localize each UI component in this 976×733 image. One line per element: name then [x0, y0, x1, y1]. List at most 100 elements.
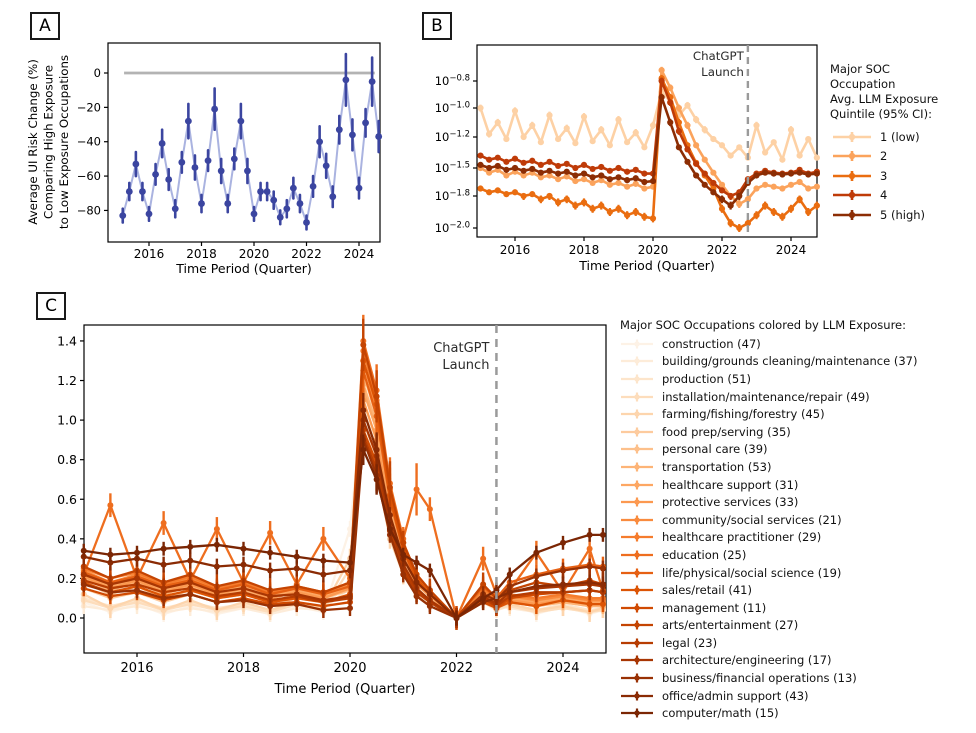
errorbar-marker-icon [833, 131, 871, 142]
legend-item-occupation: computer/math (15) [620, 704, 972, 722]
panel-c-legend-title: Major SOC Occupations colored by LLM Exp… [620, 318, 906, 332]
legend-item-occupation: farming/fishing/forestry (45) [620, 405, 972, 423]
panel-a-chart: 0 −20 −40 −60 −80 2016 2018 2020 2022 2024 Time Pe… [26, 42, 383, 276]
errorbar-marker-icon [621, 532, 653, 542]
errorbar-marker-icon [621, 708, 653, 718]
legend-item-occupation: sales/retail (41) [620, 581, 972, 599]
svg-text:10−1.5: 10−1.5 [435, 161, 470, 176]
legend-item-label: architecture/engineering (17) [662, 653, 832, 668]
legend-item-label: production (51) [662, 371, 752, 386]
legend-item-occupation: healthcare practitioner (29) [620, 529, 972, 547]
legend-item-label: arts/entertainment (27) [662, 618, 799, 633]
legend-item-occupation: production (51) [620, 370, 972, 388]
svg-text:10−1.8: 10−1.8 [435, 189, 470, 204]
errorbar-marker-icon [621, 655, 653, 665]
panel-b-legend-title-line: Major SOC [830, 62, 890, 76]
legend-item-occupation: office/admin support (43) [620, 687, 972, 705]
legend-item-occupation: installation/maintenance/repair (49) [620, 388, 972, 406]
legend-item-occupation: life/physical/social science (19) [620, 564, 972, 582]
errorbar-marker-icon [621, 568, 653, 578]
errorbar-marker-icon [621, 392, 653, 402]
legend-item-label: community/social services (21) [662, 512, 842, 527]
svg-text:1.0: 1.0 [57, 413, 77, 428]
svg-text:2018: 2018 [569, 243, 600, 257]
errorbar-marker-icon [621, 638, 653, 648]
legend-item-label: legal (23) [662, 635, 718, 650]
svg-text:2024: 2024 [546, 661, 579, 676]
errorbar-marker-icon [621, 585, 653, 595]
legend-item-occupation: protective services (33) [620, 493, 972, 511]
legend-item-label: 1 (low) [880, 129, 920, 144]
svg-text:ChatGPT: ChatGPT [433, 341, 489, 356]
errorbar-marker-icon [621, 603, 653, 613]
legend-item-label: healthcare support (31) [662, 477, 799, 492]
legend-item-quintile: 5 (high) [830, 205, 976, 225]
svg-text:Launch: Launch [442, 358, 489, 373]
errorbar-marker-icon [621, 462, 653, 472]
legend-item-label: food prep/serving (35) [662, 424, 791, 439]
errorbar-marker-icon [621, 673, 653, 683]
errorbar-marker-icon [621, 356, 653, 366]
legend-item-label: 2 [880, 149, 888, 164]
errorbar-marker-icon [621, 427, 653, 437]
svg-text:Time Period (Quarter): Time Period (Quarter) [578, 258, 715, 273]
svg-text:2018: 2018 [227, 661, 260, 676]
errorbar-marker-icon [621, 374, 653, 384]
legend-item-label: protective services (33) [662, 495, 799, 510]
errorbar-marker-icon [621, 497, 653, 507]
errorbar-marker-icon [621, 444, 653, 454]
panel-b-label: B [422, 12, 452, 40]
panel-b-legend: Major SOC Occupation Avg. LLM Exposure Quin… [830, 62, 976, 225]
errorbar-marker-icon [833, 170, 871, 181]
panel-c-chart: 0.0 0.2 0.4 0.6 0.8 1.0 1.2 1.4 2016 2018 2020 2022… [57, 314, 607, 697]
svg-text:2016: 2016 [500, 243, 531, 257]
svg-text:2018: 2018 [186, 247, 217, 261]
errorbar-marker-icon [621, 515, 653, 525]
svg-text:10−1.2: 10−1.2 [435, 130, 470, 145]
legend-item-occupation: construction (47) [620, 335, 972, 353]
errorbar-marker-icon [833, 209, 871, 220]
errorbar-marker-icon [621, 620, 653, 630]
legend-item-quintile: 4 [830, 186, 976, 206]
errorbar-marker-icon [833, 190, 871, 201]
svg-text:1.4: 1.4 [57, 333, 77, 348]
svg-text:2020: 2020 [638, 243, 669, 257]
svg-text:Launch: Launch [701, 65, 744, 79]
svg-text:0.8: 0.8 [57, 452, 77, 467]
legend-item-quintile: 3 [830, 166, 976, 186]
errorbar-marker-icon [621, 480, 653, 490]
legend-item-occupation: food prep/serving (35) [620, 423, 972, 441]
panel-b-legend-title-line: Occupation [830, 77, 896, 91]
svg-text:2020: 2020 [239, 247, 270, 261]
svg-text:−20: −20 [77, 100, 101, 114]
svg-text:Time Period (Quarter): Time Period (Quarter) [274, 682, 416, 697]
legend-item-label: building/grounds cleaning/maintenance (3… [662, 354, 918, 369]
svg-text:0.2: 0.2 [57, 571, 77, 586]
legend-item-label: life/physical/social science (19) [662, 565, 842, 580]
svg-text:2022: 2022 [291, 247, 322, 261]
legend-item-label: 3 [880, 168, 888, 183]
legend-item-label: farming/fishing/forestry (45) [662, 407, 825, 422]
svg-text:0.6: 0.6 [57, 492, 77, 507]
legend-item-quintile: 1 (low) [830, 127, 976, 147]
legend-item-label: education (25) [662, 547, 747, 562]
legend-item-label: 5 (high) [880, 207, 926, 222]
panel-c-legend: Major SOC Occupations colored by LLM Exp… [620, 318, 972, 722]
svg-text:2016: 2016 [120, 661, 153, 676]
svg-text:−60: −60 [77, 169, 101, 183]
legend-item-occupation: architecture/engineering (17) [620, 652, 972, 670]
svg-text:2024: 2024 [344, 247, 375, 261]
legend-item-label: installation/maintenance/repair (49) [662, 389, 870, 404]
panel-a-label: A [30, 12, 60, 40]
legend-item-occupation: arts/entertainment (27) [620, 617, 972, 635]
svg-text:Average UI Risk Change (%)Comp: Average UI Risk Change (%) Comparing High… [26, 55, 71, 229]
errorbar-marker-icon [621, 409, 653, 419]
panel-b-legend-title: Major SOC Occupation Avg. LLM Exposure Quin… [830, 62, 976, 122]
errorbar-marker-icon [621, 339, 653, 349]
legend-item-label: healthcare practitioner (29) [662, 530, 822, 545]
svg-text:−80: −80 [77, 203, 101, 217]
svg-text:2022: 2022 [707, 243, 738, 257]
svg-text:10−2.0: 10−2.0 [435, 221, 470, 236]
legend-item-label: construction (47) [662, 336, 761, 351]
errorbar-marker-icon [621, 691, 653, 701]
